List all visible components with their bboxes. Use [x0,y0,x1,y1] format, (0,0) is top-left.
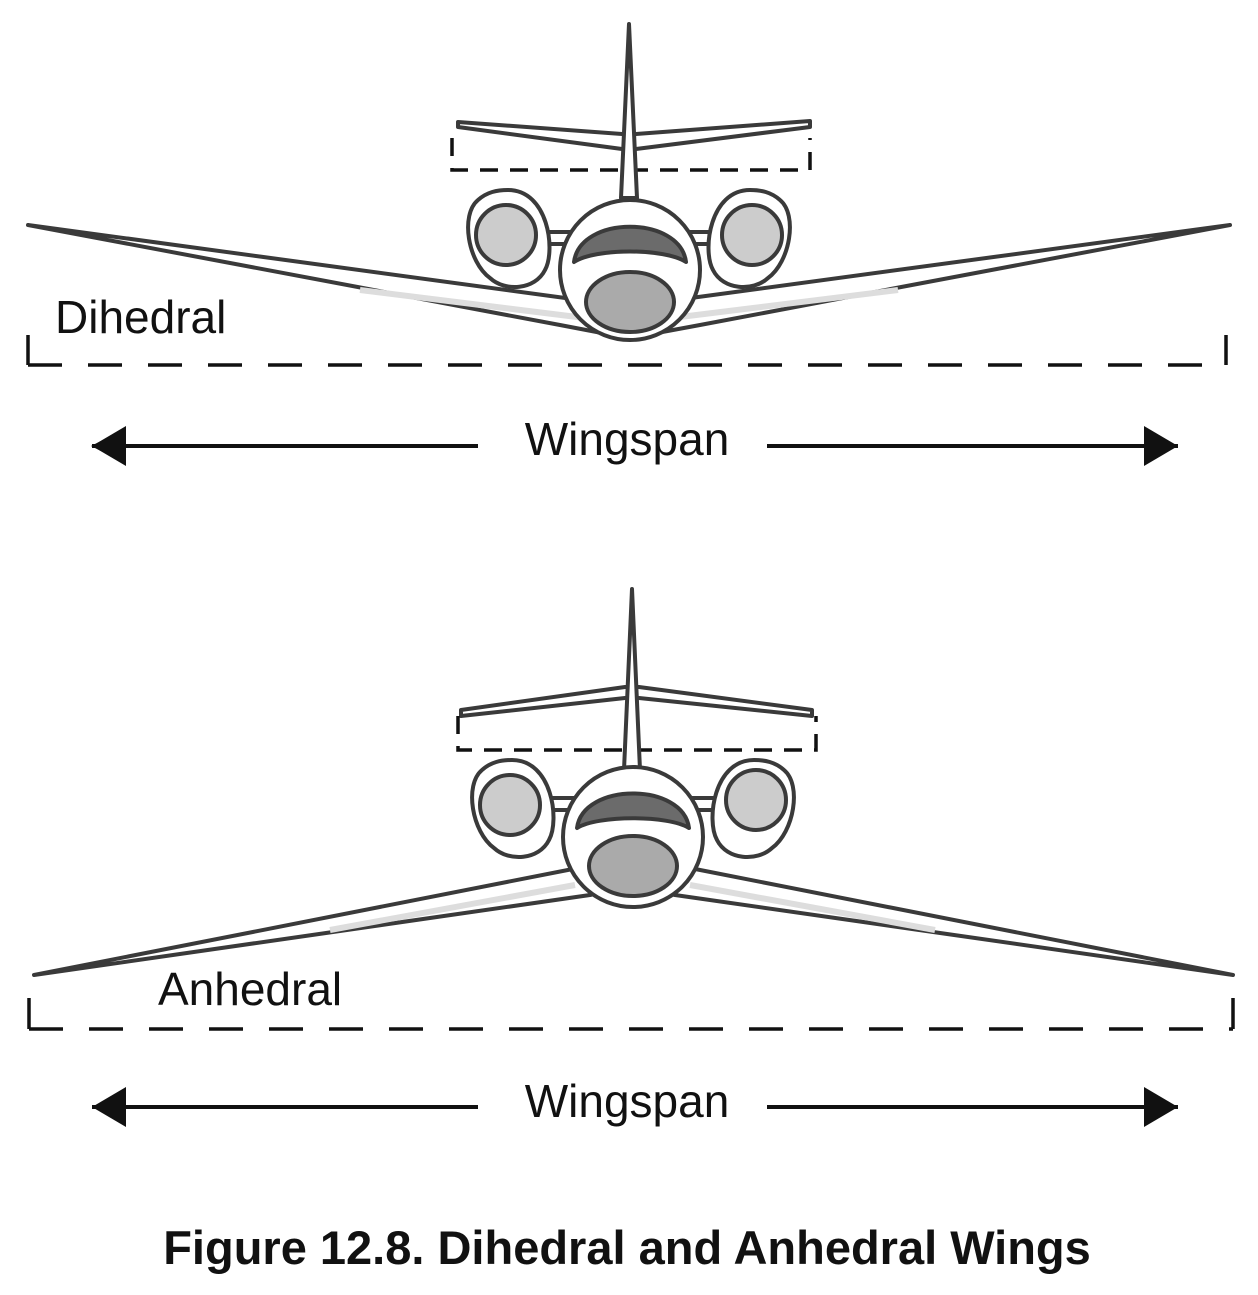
fuselage [558,198,702,342]
anhedral-aircraft [32,587,1235,977]
windshield [575,791,691,830]
anhedral-wingspan-arrow: Wingspan [92,1075,1178,1127]
dihedral-aircraft [26,22,1232,342]
right-engine [710,758,796,860]
fuselage [561,765,705,909]
left-engine [466,188,552,290]
dihedral-wingspan-arrow: Wingspan [91,413,1178,466]
dihedral-wingspan-label: Wingspan [525,413,730,465]
fuselage-intake [584,270,676,334]
fuselage-intake [587,834,679,898]
right-wing [653,866,1235,977]
dihedral-label: Dihedral [55,291,226,343]
windshield [572,224,688,264]
left-engine [470,758,556,860]
anhedral-diagram: Anhedral Wingspan [27,587,1235,1127]
vertical-fin [622,587,642,772]
right-engine [706,188,792,290]
vertical-fin [619,22,639,200]
anhedral-label: Anhedral [158,963,342,1015]
left-wing [32,866,614,977]
anhedral-wingspan-label: Wingspan [525,1075,730,1127]
dihedral-diagram: Dihedral Wingspan [26,22,1232,466]
figure-caption: Figure 12.8. Dihedral and Anhedral Wings [163,1221,1091,1274]
